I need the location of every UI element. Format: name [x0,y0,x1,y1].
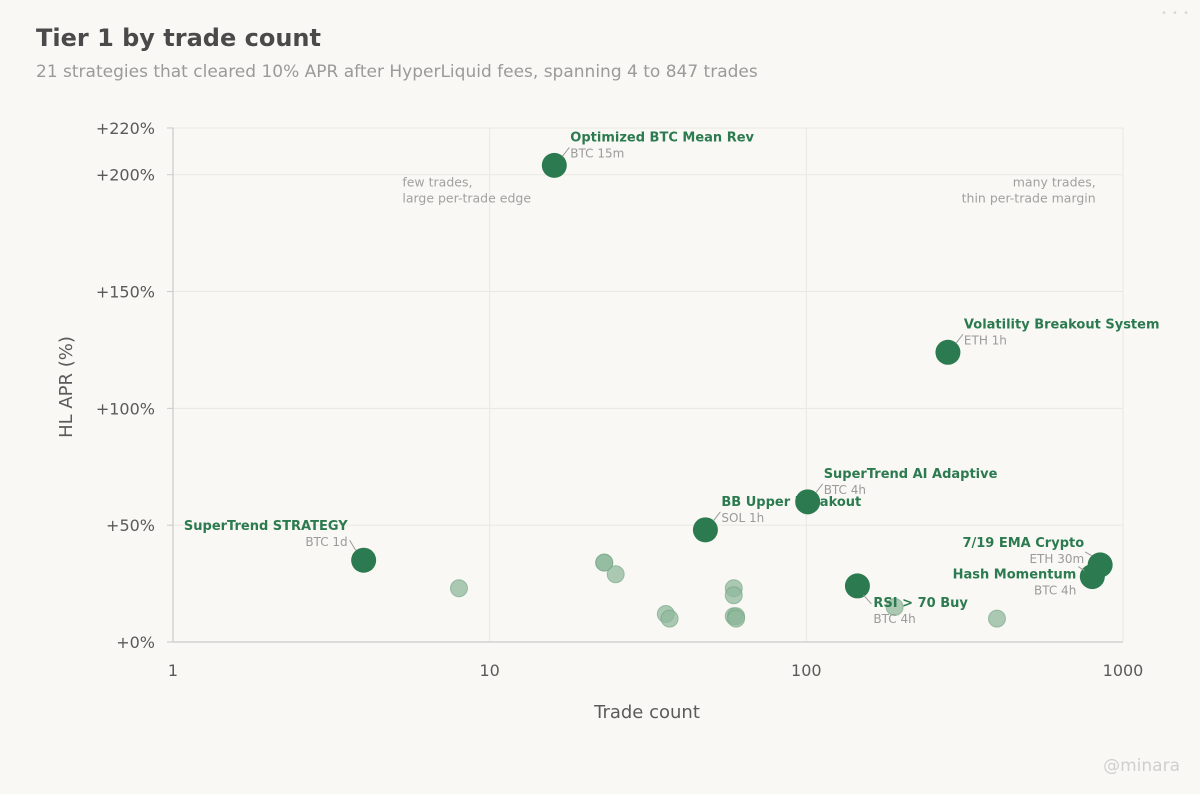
data-point-highlight[interactable] [935,339,961,365]
watermark: @minara [1103,756,1180,776]
x-tick-label: 100 [791,661,822,680]
chart-title: Tier 1 by trade count [36,24,321,52]
y-tick-label: +100% [96,399,155,418]
point-sublabel: ETH 1h [964,333,1007,347]
annotation-text: large per-trade edge [402,190,531,205]
data-point-highlight[interactable] [844,573,870,599]
point-sublabel: BTC 4h [824,483,866,497]
point-label: RSI > 70 Buy [873,596,968,611]
point-label: BB Upper Breakout [721,495,861,510]
data-point-other[interactable] [727,609,746,628]
leader-line [712,511,721,522]
data-point-other[interactable] [595,553,614,572]
x-axis-title: Trade count [593,702,700,723]
data-point-other[interactable] [987,609,1006,628]
point-sublabel: BTC 1d [305,535,347,549]
data-point-highlight[interactable] [541,152,567,178]
x-tick-label: 1000 [1103,661,1144,680]
point-label: Hash Momentum [953,568,1077,583]
x-tick-label: 1 [168,661,178,680]
point-sublabel: BTC 4h [873,612,915,626]
annotation-text: many trades, [1013,174,1096,189]
leader-line [815,483,824,494]
chart-subtitle: 21 strategies that cleared 10% APR after… [36,62,758,82]
point-sublabel: ETH 30m [1029,552,1084,566]
point-label: SuperTrend STRATEGY [184,519,348,534]
annotations: few trades,large per-trade edge many trad… [402,174,1095,205]
point-label: Optimized BTC Mean Rev [570,130,754,145]
leader-line [349,539,357,551]
point-sublabel: SOL 1h [721,511,764,525]
y-tick-label: +200% [96,166,155,185]
y-tick-label: +150% [96,283,155,302]
data-point-other[interactable] [606,565,625,584]
point-label: Volatility Breakout System [964,317,1160,332]
leader-line [1084,551,1093,557]
leader-line [1078,566,1085,571]
point-label: SuperTrend AI Adaptive [824,467,998,482]
point-sublabel: BTC 4h [1034,584,1076,598]
annotation-text: thin per-trade margin [962,190,1096,205]
data-point-highlight[interactable] [351,547,377,573]
more-options-icon[interactable]: • • • [1160,8,1190,19]
x-tick-label: 10 [479,661,499,680]
axes: 1 10 100 1000 +0% +50% +100% +150% +200% +220% [96,119,1144,680]
y-tick-label: +50% [106,516,155,535]
annotation-text: few trades, [402,174,472,189]
leader-line [955,333,964,344]
other-strategies [449,553,1006,628]
data-point-other[interactable] [449,579,468,598]
data-point-other[interactable] [724,586,743,605]
data-point-highlight[interactable] [1079,564,1105,590]
data-point-highlight[interactable] [795,489,821,515]
data-point-other[interactable] [660,609,679,628]
data-point-other[interactable] [885,597,904,616]
point-sublabel: BTC 15m [570,146,624,160]
leader-line [863,594,872,605]
y-tick-label: +0% [116,633,155,652]
leader-line [561,147,570,157]
y-axis-title: HL APR (%) [56,336,77,438]
data-point-highlight[interactable] [692,517,718,543]
point-label: 7/19 EMA Crypto [962,536,1084,551]
y-tick-label: +220% [96,119,155,138]
